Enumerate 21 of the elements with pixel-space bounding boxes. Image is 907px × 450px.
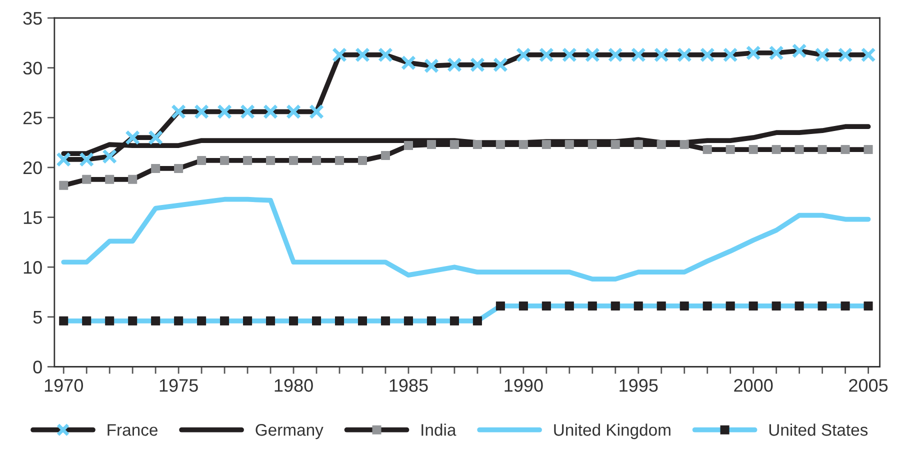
x-tick-label: 2005: [849, 379, 888, 392]
y-tick-label: 15: [24, 211, 42, 224]
x-tick-label: 1980: [274, 379, 313, 392]
x-tick-label: 1985: [390, 379, 428, 392]
legend-label: United Kingdom: [554, 424, 670, 440]
y-tick-label: 5: [33, 311, 42, 324]
x-tick-label: 2000: [734, 379, 773, 392]
x-tick-label: 1990: [504, 379, 543, 392]
y-tick-label: 0: [33, 360, 42, 374]
y-tick-label: 30: [23, 62, 42, 75]
legend-label: United States: [769, 424, 868, 436]
legend-label: France: [108, 424, 158, 436]
legend-label: India: [422, 424, 456, 436]
legend-label: Germany: [256, 424, 324, 440]
x-tick-label: 1995: [620, 379, 658, 392]
x-tick-label: 1970: [44, 379, 83, 392]
y-tick-label: 10: [24, 261, 42, 274]
y-tick-label: 35: [23, 12, 42, 25]
y-tick-label: 25: [23, 112, 42, 124]
x-tick-label: 1975: [160, 379, 198, 392]
y-tick-label: 20: [23, 161, 42, 174]
